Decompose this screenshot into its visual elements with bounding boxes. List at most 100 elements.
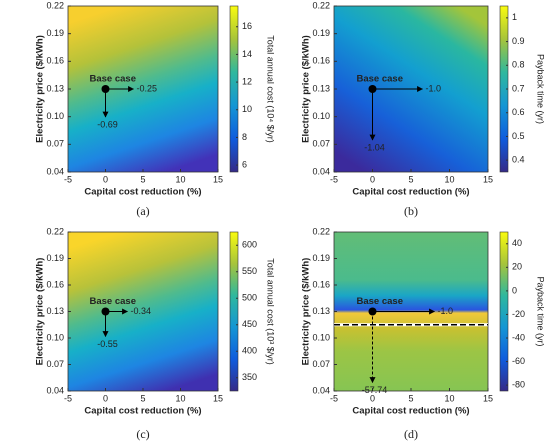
y-axis-label: Electricity price ($/kWh) — [35, 258, 46, 366]
y-tick-label: 0.10 — [46, 111, 64, 121]
colorbar-label: Total annual cost (10⁴ $/yr) — [266, 35, 276, 142]
x-tick-label: 10 — [175, 393, 185, 403]
v-value-label: -0.69 — [97, 119, 118, 129]
v-value-label: -1.04 — [364, 142, 385, 152]
y-tick-label: 0.19 — [312, 28, 330, 38]
x-tick-label: 5 — [140, 393, 145, 403]
base-label: Base case — [90, 74, 136, 85]
colorbar-tick-label: 350 — [242, 372, 257, 382]
colorbar-tick-label: 20 — [512, 262, 522, 272]
colorbar-tick-label: 8 — [242, 132, 247, 142]
v-value-label: -57.74 — [362, 385, 388, 395]
y-axis-label: Electricity price ($/kWh) — [301, 35, 312, 143]
panel-caption: (a) — [136, 204, 149, 218]
y-tick-label: 0.13 — [46, 83, 64, 93]
x-axis-label: Capital cost reduction (%) — [352, 187, 469, 198]
y-tick-label: 0.13 — [312, 83, 330, 93]
y-tick-label: 0.04 — [312, 166, 330, 176]
colorbar-tick-label: 0.8 — [512, 60, 525, 70]
colorbar-tick-label: 400 — [242, 346, 257, 356]
base-label: Base case — [357, 296, 403, 307]
y-tick-label: 0.07 — [312, 359, 330, 369]
colorbar-tick-label: 6 — [242, 159, 247, 169]
y-tick-label: 0.04 — [312, 385, 330, 395]
base-label: Base case — [357, 74, 403, 85]
colorbar-label: Total annual cost (10³ $/yr) — [266, 258, 276, 365]
x-tick-label: 10 — [444, 393, 454, 403]
x-tick-label: 0 — [103, 174, 108, 184]
x-axis-label: Capital cost reduction (%) — [84, 406, 201, 417]
contour-field — [68, 232, 218, 391]
h-value-label: -1.0 — [438, 306, 454, 316]
base-point — [368, 307, 377, 316]
x-tick-label: -5 — [64, 393, 72, 403]
colorbar-tick-label: 0.9 — [512, 36, 525, 46]
colorbar-tick-label: -60 — [512, 356, 525, 366]
v-value-label: -0.55 — [97, 339, 118, 349]
base-point — [101, 85, 110, 93]
colorbar-label: Payback time (yr) — [536, 276, 546, 346]
y-axis-label: Electricity price ($/kWh) — [35, 35, 46, 143]
y-tick-label: 0.16 — [46, 279, 64, 289]
base-point — [101, 307, 110, 316]
y-tick-label: 0.10 — [46, 332, 64, 342]
y-tick-label: 0.19 — [46, 253, 64, 263]
x-axis-label: Capital cost reduction (%) — [352, 406, 469, 417]
x-tick-label: -5 — [330, 174, 338, 184]
colorbar-tick-label: 40 — [512, 238, 522, 248]
y-tick-label: 0.16 — [312, 56, 330, 66]
colorbar-tick-label: 16 — [242, 21, 252, 31]
y-tick-label: 0.04 — [46, 385, 64, 395]
y-tick-label: 0.13 — [46, 306, 64, 316]
x-tick-label: 5 — [408, 393, 413, 403]
colorbar — [229, 5, 239, 173]
y-tick-label: 0.16 — [312, 279, 330, 289]
colorbar-tick-label: 0.4 — [512, 155, 525, 165]
x-tick-label: 0 — [370, 174, 375, 184]
colorbar-tick-label: 450 — [242, 319, 257, 329]
colorbar-tick-label: 1 — [512, 12, 517, 22]
colorbar-tick-label: -40 — [512, 332, 525, 342]
y-tick-label: 0.22 — [312, 0, 330, 10]
x-tick-label: 5 — [408, 174, 413, 184]
colorbar-tick-label: 0.5 — [512, 131, 525, 141]
x-tick-label: -5 — [330, 393, 338, 403]
h-value-label: -1.0 — [426, 83, 442, 93]
y-tick-label: 0.10 — [312, 332, 330, 342]
colorbar — [229, 231, 239, 392]
y-tick-label: 0.19 — [46, 28, 64, 38]
colorbar-label: Payback time (yr) — [536, 54, 546, 124]
y-tick-label: 0.22 — [312, 226, 330, 236]
y-tick-label: 0.13 — [312, 306, 330, 316]
h-value-label: -0.25 — [137, 83, 158, 93]
y-tick-label: 0.07 — [46, 139, 64, 149]
y-tick-label: 0.22 — [46, 226, 64, 236]
panel-caption: (d) — [404, 427, 418, 441]
colorbar — [499, 231, 509, 392]
panel-caption: (b) — [404, 204, 418, 218]
x-tick-label: 5 — [140, 174, 145, 184]
y-tick-label: 0.22 — [46, 0, 64, 10]
colorbar-tick-label: -80 — [512, 379, 525, 389]
base-point — [368, 85, 377, 93]
y-tick-label: 0.19 — [312, 253, 330, 263]
colorbar-tick-label: 0.6 — [512, 107, 525, 117]
colorbar-tick-label: 14 — [242, 49, 252, 59]
colorbar-tick-label: 600 — [242, 240, 257, 250]
colorbar-tick-label: 500 — [242, 293, 257, 303]
x-tick-label: 15 — [483, 174, 493, 184]
panel-caption: (c) — [136, 427, 149, 441]
colorbar-tick-label: 550 — [242, 266, 257, 276]
x-tick-label: 0 — [370, 393, 375, 403]
colorbar-tick-label: 10 — [242, 104, 252, 114]
colorbar-tick-label: -20 — [512, 309, 525, 319]
y-tick-label: 0.04 — [46, 166, 64, 176]
x-tick-label: -5 — [64, 174, 72, 184]
colorbar-tick-label: 0.7 — [512, 83, 525, 93]
x-tick-label: 15 — [213, 174, 223, 184]
x-tick-label: 10 — [175, 174, 185, 184]
x-tick-label: 15 — [483, 393, 493, 403]
h-value-label: -0.34 — [131, 306, 152, 316]
x-tick-label: 15 — [213, 393, 223, 403]
